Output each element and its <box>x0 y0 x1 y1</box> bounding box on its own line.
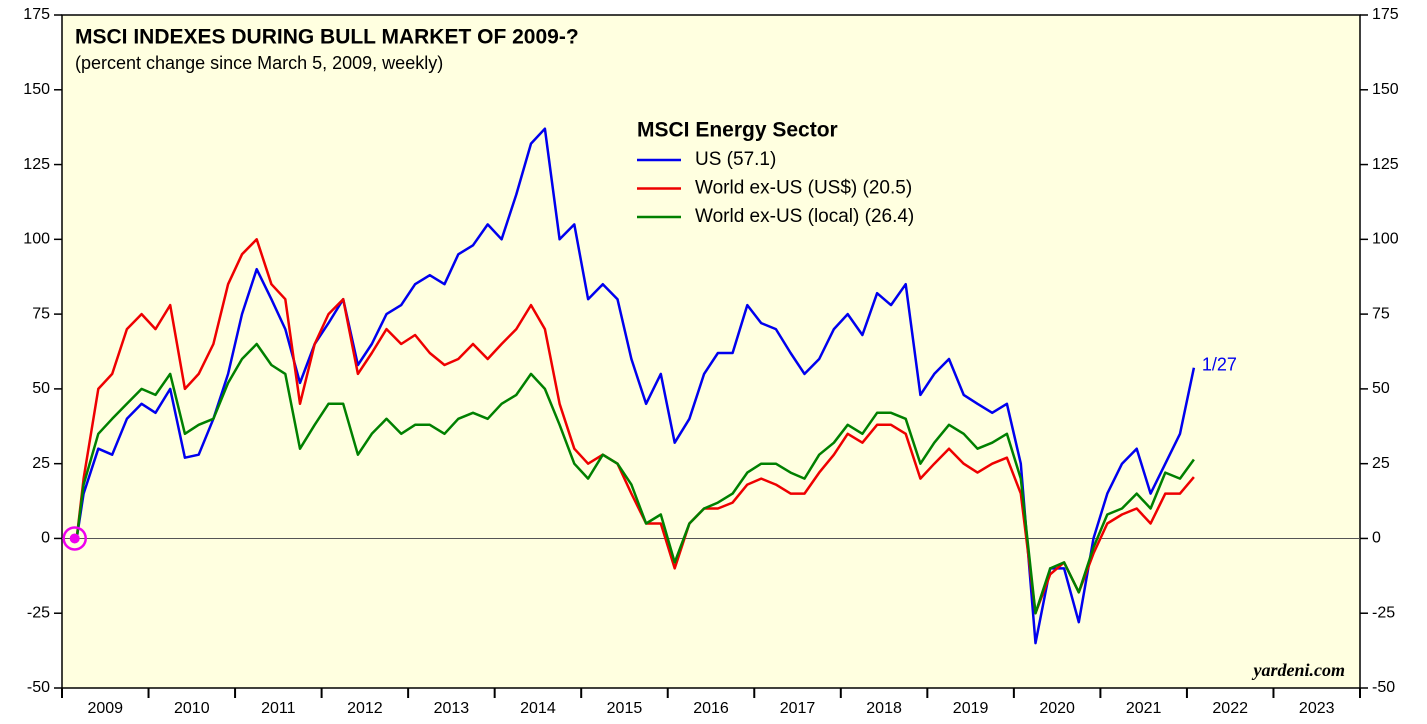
y-tick-label: 75 <box>32 305 50 322</box>
y2-tick-label: 100 <box>1372 231 1399 248</box>
y-tick-label: -50 <box>27 679 50 696</box>
x-tick-label: 2013 <box>434 700 470 717</box>
y-tick-label: 150 <box>23 81 50 98</box>
y-tick-label: -25 <box>27 604 50 621</box>
x-tick-label: 2016 <box>693 700 729 717</box>
x-tick-label: 2023 <box>1299 700 1335 717</box>
y2-tick-label: 25 <box>1372 455 1390 472</box>
x-tick-label: 2014 <box>520 700 556 717</box>
x-tick-label: 2021 <box>1126 700 1162 717</box>
x-tick-label: 2018 <box>866 700 902 717</box>
legend-title: MSCI Energy Sector <box>637 119 838 142</box>
series-line <box>75 342 1195 615</box>
start-marker <box>62 526 87 551</box>
y-tick-label: 0 <box>41 530 50 547</box>
x-tick-label: 2017 <box>780 700 816 717</box>
x-tick-label: 2015 <box>607 700 643 717</box>
legend-label: World ex-US (US$) (20.5) <box>695 178 912 199</box>
series-line <box>75 127 1196 645</box>
x-tick-label: 2011 <box>261 700 296 717</box>
chart-subtitle: (percent change since March 5, 2009, wee… <box>75 53 443 73</box>
start-dot <box>69 533 80 544</box>
y-tick-label: 25 <box>32 455 50 472</box>
y2-tick-label: 150 <box>1372 81 1399 98</box>
y-tick-label: 125 <box>23 156 50 173</box>
y2-tick-label: 50 <box>1372 380 1390 397</box>
plot-area <box>61 14 1361 689</box>
y2-tick-label: 175 <box>1372 6 1399 23</box>
x-tick-label: 2019 <box>953 700 989 717</box>
y-tick-label: 50 <box>32 380 50 397</box>
y2-tick-label: -50 <box>1372 679 1395 696</box>
x-tick-label: 2020 <box>1039 700 1075 717</box>
x-tick-label: 2009 <box>87 700 123 717</box>
y2-tick-label: 0 <box>1372 530 1381 547</box>
series-line <box>75 238 1195 615</box>
y-tick-label: 100 <box>23 231 50 248</box>
x-tick-label: 2022 <box>1212 700 1248 717</box>
y2-tick-label: 125 <box>1372 156 1399 173</box>
y-tick-label: 175 <box>23 6 50 23</box>
end-annotation: 1/27 <box>1202 354 1237 374</box>
chart-title: MSCI INDEXES DURING BULL MARKET OF 2009-… <box>75 26 579 49</box>
x-tick-label: 2012 <box>347 700 383 717</box>
y2-tick-label: -25 <box>1372 604 1395 621</box>
source: yardeni.com <box>1252 660 1346 680</box>
legend-label: World ex-US (local) (26.4) <box>695 206 914 227</box>
x-tick-label: 2010 <box>174 700 210 717</box>
y2-tick-label: 75 <box>1372 305 1390 322</box>
legend-label: US (57.1) <box>695 149 776 170</box>
